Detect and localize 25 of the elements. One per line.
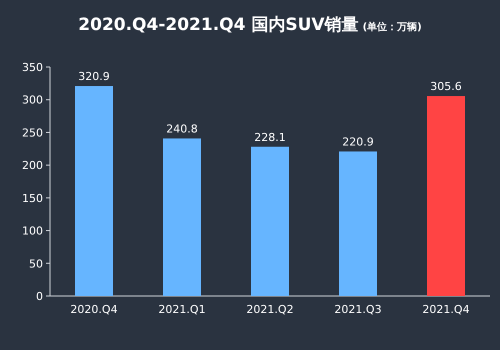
x-tick-label: 2021.Q2 (246, 303, 294, 316)
y-tick-label: 150 (22, 192, 43, 205)
data-label: 228.1 (254, 130, 286, 144)
y-tick-label: 300 (22, 94, 43, 107)
bar (251, 146, 289, 296)
bar (75, 86, 113, 296)
x-tick-label: 2021.Q1 (158, 303, 206, 316)
chart-title: 2020.Q4-2021.Q4 国内SUV销量 (78, 15, 359, 35)
data-label: 305.6 (430, 80, 462, 94)
y-tick-label: 50 (29, 257, 43, 270)
chart-subtitle: (单位：万辆) (362, 21, 422, 33)
y-tick-label: 100 (22, 224, 43, 238)
bar (163, 138, 201, 296)
y-tick-label: 200 (22, 159, 43, 172)
y-tick-label: 350 (22, 61, 43, 74)
x-tick-label: 2021.Q4 (422, 303, 470, 316)
x-tick-label: 2020.Q4 (70, 303, 118, 316)
data-label: 220.9 (342, 135, 374, 148)
y-tick-label: 250 (22, 126, 43, 140)
bar (427, 96, 465, 296)
y-tick-label: 0 (36, 290, 43, 303)
data-label: 320.9 (78, 70, 110, 84)
bar (339, 151, 377, 296)
data-label: 240.8 (166, 122, 198, 136)
x-tick-label: 2021.Q3 (334, 303, 382, 316)
